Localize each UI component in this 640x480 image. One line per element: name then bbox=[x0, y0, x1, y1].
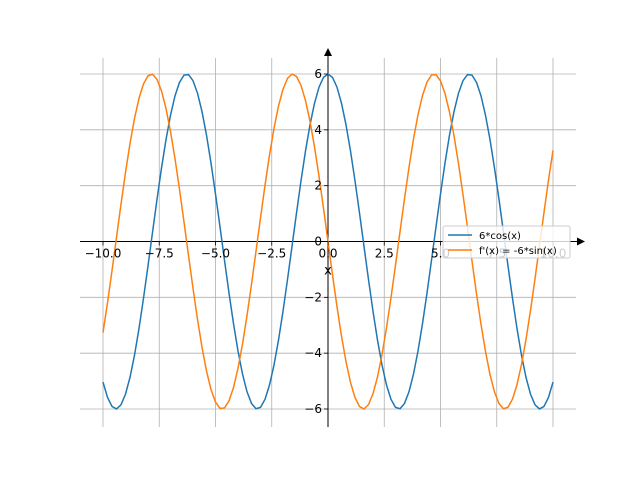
y-tick-label-6: 6 bbox=[314, 67, 322, 81]
x-tick-label-4: 0.0 bbox=[318, 247, 337, 261]
y-tick-label-3: 0 bbox=[314, 235, 322, 249]
y-tick-label-4: 2 bbox=[314, 179, 322, 193]
legend-label-series-1: f'(x) = -6*sin(x) bbox=[479, 246, 557, 257]
y-tick-label-5: 4 bbox=[314, 123, 322, 137]
legend-box bbox=[442, 225, 571, 259]
x-tick-label-5: 2.5 bbox=[375, 247, 394, 261]
y-tick-label-2: −2 bbox=[304, 290, 322, 304]
x-tick-label-0: −10.0 bbox=[85, 247, 122, 261]
legend-label-series-0: 6*cos(x) bbox=[479, 231, 521, 242]
legend: 6*cos(x) f'(x) = -6*sin(x) bbox=[442, 225, 571, 259]
x-tick-label-2: −5.0 bbox=[201, 247, 230, 261]
y-tick-label-1: −4 bbox=[304, 346, 322, 360]
x-axis-arrow bbox=[577, 237, 585, 246]
y-axis-arrow bbox=[324, 48, 332, 56]
x-tick-label-3: −2.5 bbox=[257, 247, 286, 261]
x-tick-label-1: −7.5 bbox=[145, 247, 174, 261]
y-tick-label-0: −6 bbox=[304, 402, 322, 416]
x-axis-label: x bbox=[324, 264, 332, 279]
